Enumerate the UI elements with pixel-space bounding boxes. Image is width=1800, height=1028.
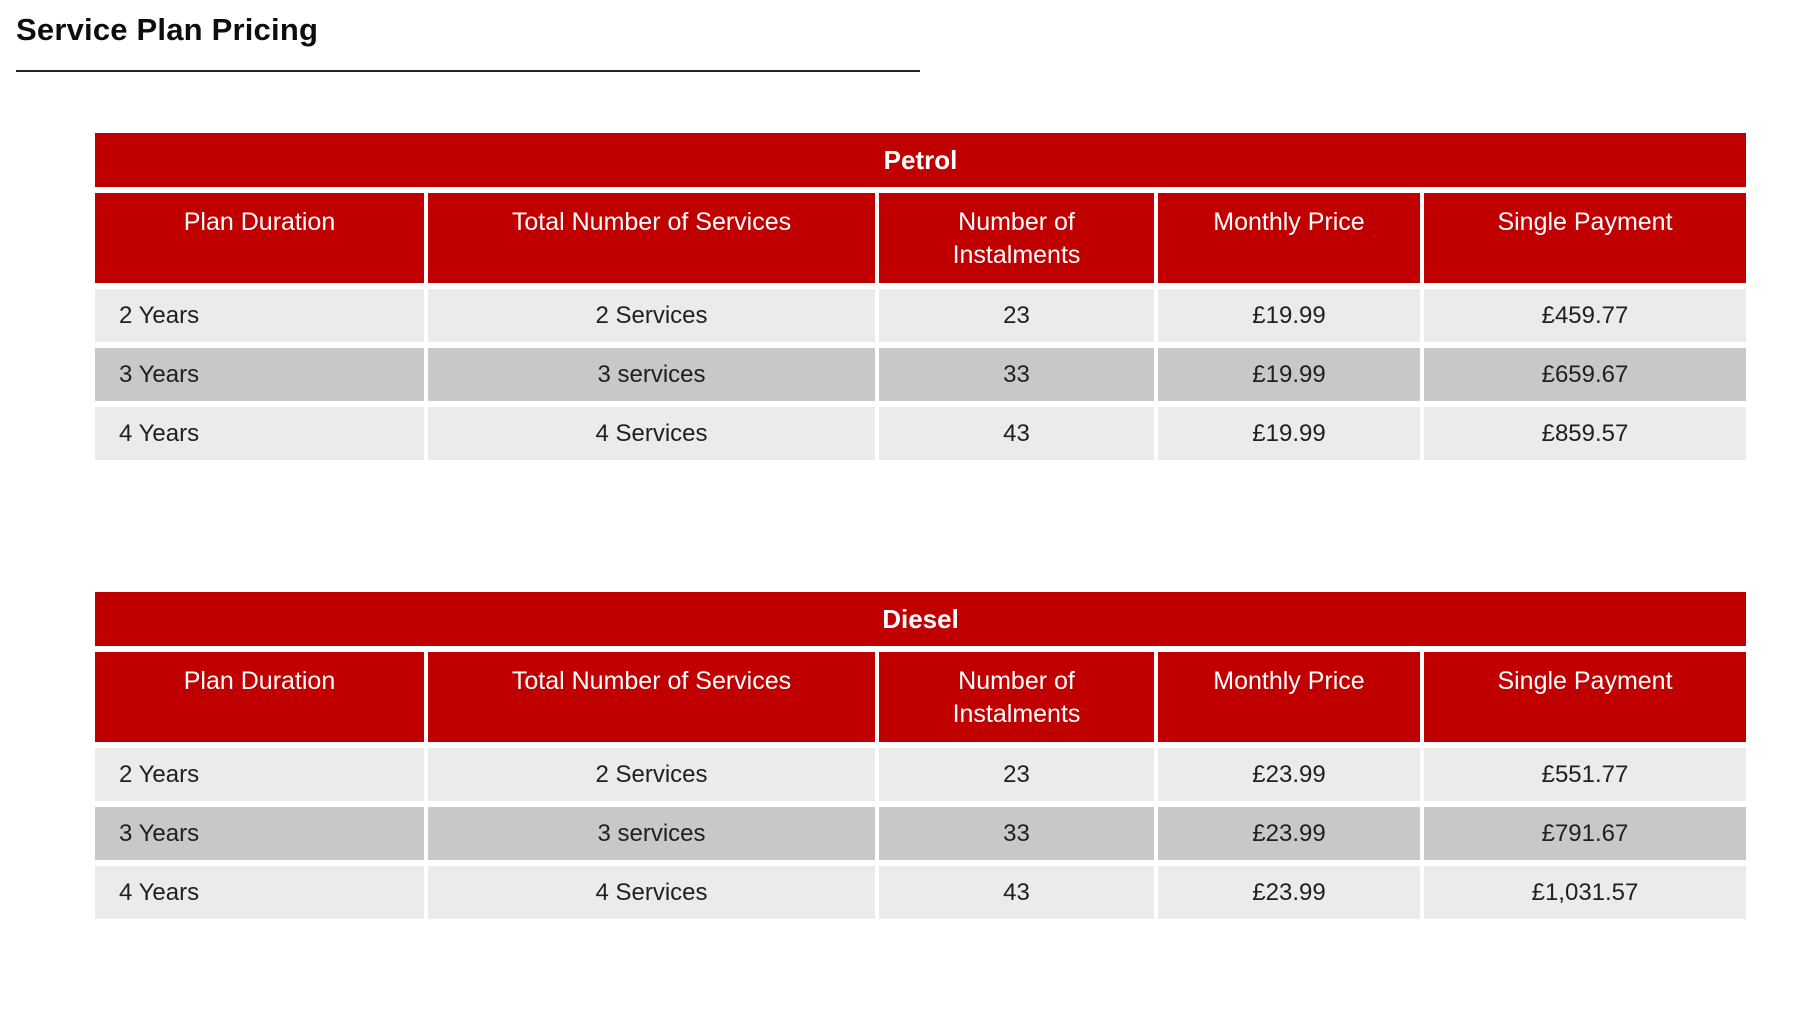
diesel-pricing-table: Diesel Plan Duration Total Number of Servi… xyxy=(91,586,1750,925)
petrol-table-title: Petrol xyxy=(95,133,1746,187)
diesel-table-title: Diesel xyxy=(95,592,1746,646)
cell: 3 Years xyxy=(95,807,424,860)
diesel-table-row: 4 Years 4 Services 43 £23.99 £1,031.57 xyxy=(95,866,1746,919)
cell: £23.99 xyxy=(1158,748,1420,801)
petrol-table-row: 4 Years 4 Services 43 £19.99 £859.57 xyxy=(95,407,1746,460)
cell: 2 Years xyxy=(95,748,424,801)
column-header-total-number-of-services: Total Number of Services xyxy=(428,193,875,283)
cell: 33 xyxy=(879,807,1154,860)
page-title: Service Plan Pricing xyxy=(16,12,319,47)
petrol-table-row: 2 Years 2 Services 23 £19.99 £459.77 xyxy=(95,289,1746,342)
cell: £23.99 xyxy=(1158,866,1420,919)
cell: £791.67 xyxy=(1424,807,1746,860)
petrol-table-row: 3 Years 3 services 33 £19.99 £659.67 xyxy=(95,348,1746,401)
title-underline xyxy=(16,70,920,72)
cell: 3 services xyxy=(428,807,875,860)
cell: 2 Years xyxy=(95,289,424,342)
column-header-monthly-price: Monthly Price xyxy=(1158,193,1420,283)
cell: £551.77 xyxy=(1424,748,1746,801)
diesel-table-row: 2 Years 2 Services 23 £23.99 £551.77 xyxy=(95,748,1746,801)
column-header-single-payment: Single Payment xyxy=(1424,193,1746,283)
cell: 2 Services xyxy=(428,289,875,342)
column-header-plan-duration: Plan Duration xyxy=(95,193,424,283)
cell: £859.57 xyxy=(1424,407,1746,460)
cell: 23 xyxy=(879,748,1154,801)
cell: 4 Services xyxy=(428,866,875,919)
petrol-pricing-table: Petrol Plan Duration Total Number of Servi… xyxy=(91,127,1750,466)
cell: £23.99 xyxy=(1158,807,1420,860)
cell: 33 xyxy=(879,348,1154,401)
column-header-single-payment: Single Payment xyxy=(1424,652,1746,742)
cell: £19.99 xyxy=(1158,289,1420,342)
cell: 4 Services xyxy=(428,407,875,460)
cell: 4 Years xyxy=(95,407,424,460)
cell: 4 Years xyxy=(95,866,424,919)
cell: 43 xyxy=(879,407,1154,460)
cell: £19.99 xyxy=(1158,348,1420,401)
cell: £1,031.57 xyxy=(1424,866,1746,919)
column-header-monthly-price: Monthly Price xyxy=(1158,652,1420,742)
column-header-number-of-instalments: Number of Instalments xyxy=(879,193,1154,283)
column-header-number-of-instalments: Number of Instalments xyxy=(879,652,1154,742)
cell: 43 xyxy=(879,866,1154,919)
column-header-total-number-of-services: Total Number of Services xyxy=(428,652,875,742)
cell: 2 Services xyxy=(428,748,875,801)
cell: 3 Years xyxy=(95,348,424,401)
cell: £19.99 xyxy=(1158,407,1420,460)
column-header-plan-duration: Plan Duration xyxy=(95,652,424,742)
diesel-table-row: 3 Years 3 services 33 £23.99 £791.67 xyxy=(95,807,1746,860)
cell: £459.77 xyxy=(1424,289,1746,342)
cell: 23 xyxy=(879,289,1154,342)
cell: £659.67 xyxy=(1424,348,1746,401)
cell: 3 services xyxy=(428,348,875,401)
